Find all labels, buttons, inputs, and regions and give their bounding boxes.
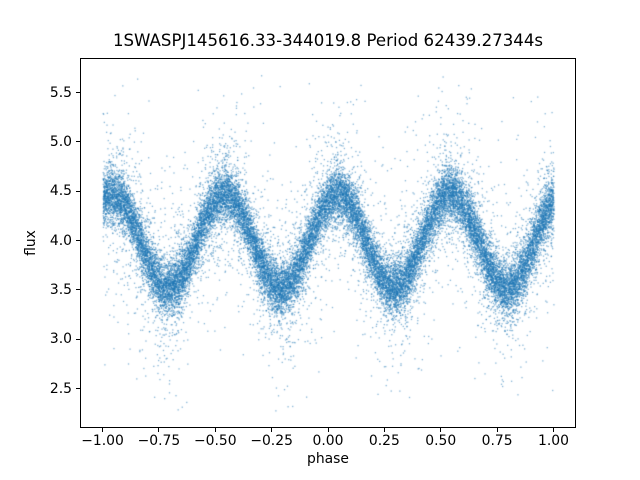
y-tick-label: 4.0 <box>49 232 72 249</box>
y-tick-label: 5.0 <box>49 133 72 150</box>
x-tick-label: 1.00 <box>537 433 569 449</box>
x-tick-mark <box>496 428 498 432</box>
x-tick-mark <box>158 428 160 432</box>
x-tick-mark <box>327 428 329 432</box>
y-tick-mark <box>76 388 80 390</box>
x-tick-mark <box>271 428 273 432</box>
x-tick-mark <box>102 428 104 432</box>
y-tick-mark <box>76 92 80 94</box>
y-tick-label: 5.5 <box>49 84 72 101</box>
x-tick-mark <box>214 428 216 432</box>
x-tick-label: −0.75 <box>137 433 181 449</box>
y-tick-label: 3.5 <box>49 281 72 298</box>
x-tick-label: 0.75 <box>481 433 513 449</box>
x-tick-mark <box>383 428 385 432</box>
y-axis-label: flux <box>23 230 39 256</box>
scatter-plot-canvas <box>80 58 576 428</box>
x-axis-label: phase <box>307 451 349 467</box>
x-tick-mark <box>552 428 554 432</box>
x-tick-label: −0.25 <box>250 433 293 449</box>
y-tick-label: 4.5 <box>49 183 72 200</box>
x-tick-mark <box>440 428 442 432</box>
y-tick-mark <box>76 289 80 291</box>
y-tick-mark <box>76 338 80 340</box>
y-tick-mark <box>76 141 80 143</box>
y-tick-mark <box>76 240 80 242</box>
x-tick-label: −0.50 <box>193 433 237 449</box>
x-tick-label: 0.00 <box>312 433 344 449</box>
x-tick-label: −1.00 <box>81 433 124 449</box>
y-tick-label: 2.5 <box>49 380 72 397</box>
chart-title: 1SWASPJ145616.33-344019.8 Period 62439.2… <box>112 31 544 50</box>
x-tick-label: 0.50 <box>425 433 457 449</box>
y-tick-label: 3.0 <box>49 331 72 348</box>
y-tick-mark <box>76 190 80 192</box>
x-tick-label: 0.25 <box>368 433 400 449</box>
